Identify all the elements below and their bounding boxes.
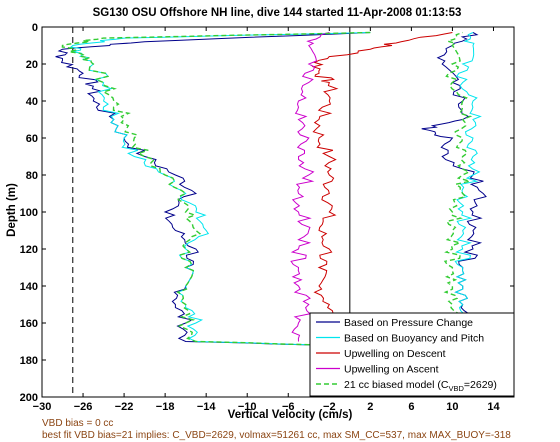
- x-tick-label: 6: [408, 401, 414, 413]
- x-tick-label: −10: [238, 401, 257, 413]
- legend-label: Upwelling on Ascent: [344, 364, 439, 376]
- series-4-descent-line: [61, 31, 453, 350]
- plot-data: [55, 27, 487, 397]
- x-tick-label: −18: [156, 401, 175, 413]
- y-tick-label: 20: [26, 59, 38, 71]
- x-tick-label: 10: [446, 401, 458, 413]
- x-tick-label: −6: [282, 401, 295, 413]
- axis-ticks: −30 −26 −22 −18 −14 −10 −6 −2 2 6 10 14020406080100…: [20, 22, 514, 413]
- y-tick-label: 100: [20, 207, 38, 219]
- y-tick-label: 60: [26, 133, 38, 145]
- y-tick-label: 140: [20, 281, 38, 293]
- series-1-descent-line: [69, 32, 453, 350]
- x-tick-label: −26: [74, 401, 93, 413]
- y-axis-label: Depth (m): [6, 183, 18, 237]
- y-tick-label: 80: [26, 170, 38, 182]
- series-3-ascent-line: [290, 32, 330, 342]
- legend-box: [309, 312, 515, 397]
- footnote-best-fit: best fit VBD bias=21 implies: C_VBD=2629…: [42, 430, 511, 441]
- y-tick-label: 160: [20, 318, 38, 330]
- x-tick-label: −22: [115, 401, 134, 413]
- footnote-vbd-bias: VBD bias = 0 cc: [42, 418, 113, 429]
- x-tick-label: 2: [367, 401, 373, 413]
- legend-label: 21 cc biased model (CVBD=2629): [344, 379, 497, 393]
- legend-label: Upwelling on Descent: [344, 348, 446, 360]
- y-tick-label: 0: [32, 22, 38, 34]
- series-0-descent-line: [55, 32, 453, 350]
- series-1-ascent-line: [445, 32, 482, 342]
- y-tick-label: 40: [26, 96, 38, 108]
- x-tick-label: −14: [197, 401, 217, 413]
- legend-label: Based on Buoyancy and Pitch: [344, 333, 484, 345]
- y-tick-label: 200: [20, 392, 38, 404]
- legend: Based on Pressure Change Based on Buoyanc…: [309, 312, 515, 397]
- series-2-descent-line: [311, 32, 453, 342]
- y-tick-label: 180: [20, 355, 38, 367]
- x-tick-label: −2: [323, 401, 336, 413]
- x-axis-label: Vertical Velocity (cm/s): [228, 409, 353, 421]
- x-tick-label: −30: [33, 401, 52, 413]
- y-tick-label: 120: [20, 244, 38, 256]
- chart-title: SG130 OSU Offshore NH line, dive 144 sta…: [93, 7, 462, 19]
- series-4-ascent-line: [443, 31, 473, 342]
- legend-label: Based on Pressure Change: [344, 317, 473, 329]
- x-tick-label: 14: [487, 401, 500, 413]
